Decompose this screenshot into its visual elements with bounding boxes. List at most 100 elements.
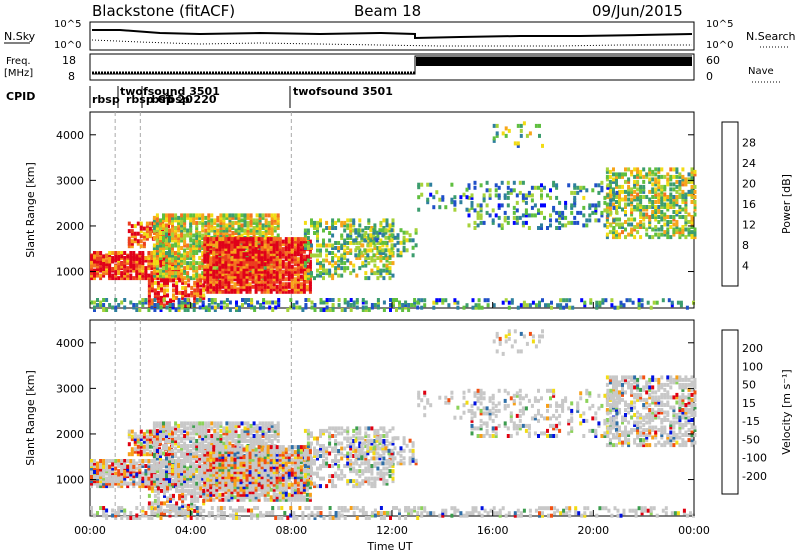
heatmap-cell [573, 191, 576, 195]
heatmap-cell [244, 426, 247, 430]
heatmap-cell [369, 233, 372, 237]
heatmap-cell [432, 306, 435, 310]
heatmap-cell [163, 278, 166, 282]
heatmap-cell [579, 186, 582, 190]
heatmap-cell [594, 218, 597, 222]
heatmap-cell [688, 190, 691, 194]
heatmap-cell [349, 249, 352, 253]
heatmap-cell [520, 303, 523, 307]
heatmap-cell [627, 218, 630, 222]
heatmap-cell [651, 182, 654, 186]
heatmap-cell [189, 213, 192, 217]
heatmap-cell [642, 167, 645, 171]
heatmap-cell [108, 257, 111, 261]
heatmap-cell [513, 188, 516, 192]
heatmap-cell [172, 278, 175, 282]
heatmap-cell [177, 266, 180, 270]
heatmap-cell [230, 257, 233, 261]
heatmap-cell [322, 264, 325, 268]
heatmap-cell [252, 237, 255, 241]
heatmap-cell [379, 269, 382, 273]
heatmap-cell [675, 185, 678, 189]
heatmap-cell [549, 218, 552, 222]
heatmap-cell [108, 303, 111, 307]
heatmap-cell [285, 277, 288, 281]
heatmap-cell [334, 226, 337, 230]
heatmap-cell [501, 181, 504, 185]
heatmap-cell [201, 213, 204, 217]
heatmap-cell [409, 238, 412, 242]
heatmap-cell [241, 429, 244, 433]
heatmap-cell [546, 226, 549, 230]
heatmap-cell [289, 306, 292, 310]
heatmap-cell [627, 185, 630, 189]
heatmap-cell [534, 203, 537, 207]
heatmap-cell [310, 244, 313, 248]
heatmap-cell [153, 236, 156, 240]
heatmap-cell [141, 472, 144, 476]
heatmap-cell [196, 298, 199, 302]
heatmap-cell [153, 303, 156, 307]
heatmap-cell [102, 254, 105, 258]
heatmap-cell [307, 236, 310, 240]
heatmap-cell [513, 216, 516, 220]
heatmap-cell [138, 269, 141, 273]
heatmap-cell [666, 228, 669, 232]
heatmap-cell [320, 308, 323, 312]
heatmap-cell [496, 124, 499, 128]
heatmap-cell [228, 234, 231, 238]
heatmap-cell [660, 225, 663, 229]
heatmap-cell [675, 190, 678, 194]
heatmap-cell [570, 191, 573, 195]
heatmap-cell [364, 276, 367, 280]
heatmap-cell [328, 251, 331, 255]
y-axis-label: Slant Range [km] [24, 162, 37, 258]
heatmap-cell [453, 195, 456, 199]
heatmap-cell [270, 237, 273, 241]
heatmap-cell [543, 216, 546, 220]
heatmap-cell [505, 134, 508, 138]
heatmap-cell [192, 213, 195, 217]
heatmap-cell [648, 167, 651, 171]
heatmap-cell [564, 223, 567, 227]
heatmap-cell [378, 246, 381, 250]
heatmap-cell [555, 218, 558, 222]
heatmap-cell [210, 434, 213, 438]
heatmap-cell [262, 223, 265, 227]
heatmap-cell [150, 306, 153, 310]
heatmap-cell [526, 303, 529, 307]
heatmap-cell [204, 421, 207, 425]
heatmap-cell [128, 430, 131, 434]
heatmap-cell [181, 291, 184, 295]
heatmap-cell [633, 205, 636, 209]
heatmap-cell [668, 298, 671, 302]
heatmap-cell [168, 229, 171, 233]
heatmap-cell [681, 208, 684, 212]
heatmap-cell [520, 134, 523, 138]
heatmap-cell [153, 421, 156, 425]
heatmap-cell [147, 308, 150, 312]
heatmap-cell [624, 167, 627, 171]
heatmap-cell [660, 210, 663, 214]
heatmap-cell [613, 193, 616, 197]
heatmap-cell [412, 253, 415, 257]
heatmap-cell [141, 477, 144, 481]
heatmap-cell [262, 421, 265, 425]
heatmap-cell [513, 181, 516, 185]
heatmap-cell [532, 301, 535, 305]
heatmap-cell [131, 239, 134, 243]
heatmap-cell [642, 175, 645, 179]
heatmap-cell [677, 301, 680, 305]
heatmap-cell [235, 221, 238, 225]
heatmap-cell [211, 298, 214, 302]
heatmap-cell [224, 275, 227, 279]
heatmap-cell [621, 223, 624, 227]
heatmap-cell [489, 188, 492, 192]
heatmap-cell [663, 213, 666, 217]
heatmap-cell [453, 298, 456, 302]
heatmap-cell [193, 288, 196, 292]
heatmap-cell [258, 275, 261, 279]
heatmap-cell [175, 281, 178, 285]
heatmap-cell [117, 303, 120, 307]
nave-fill [416, 57, 692, 66]
